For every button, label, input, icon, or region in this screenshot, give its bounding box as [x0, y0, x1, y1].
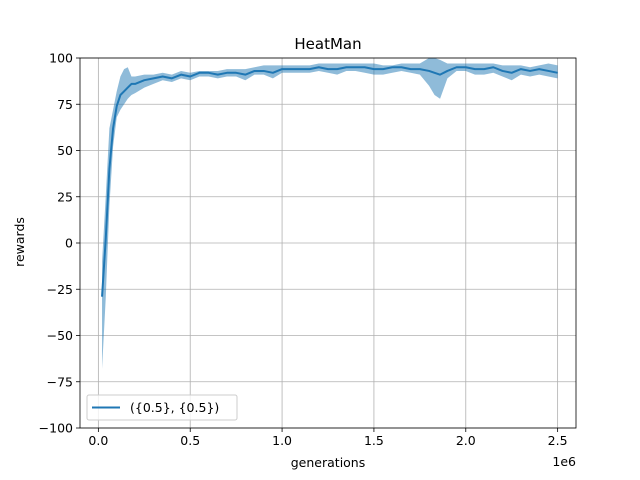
- legend: ({0.5}, {0.5}): [86, 394, 238, 421]
- y-tick-label: 100: [49, 51, 73, 66]
- x-tick-label: 0.5: [180, 433, 200, 448]
- series-line: [101, 66, 558, 297]
- x-tick-label: 1.5: [364, 433, 384, 448]
- y-tick-label: 50: [57, 143, 73, 158]
- y-tick-label: 75: [57, 97, 73, 112]
- y-tick-label: −50: [47, 328, 73, 343]
- y-tick-label: −75: [47, 374, 73, 389]
- y-tick-label: 25: [57, 189, 73, 204]
- y-axis-label: rewards: [12, 217, 27, 267]
- x-axis-offset-label: 1e6: [552, 454, 576, 469]
- y-tick-label: −25: [47, 282, 73, 297]
- chart-title: HeatMan: [294, 35, 361, 53]
- x-tick-label: 1.0: [272, 433, 292, 448]
- series-line-layer: [101, 66, 558, 297]
- y-tick-label: −100: [39, 421, 73, 436]
- x-axis-label: generations: [291, 455, 366, 470]
- x-axis-ticks: 0.0 0.5 1.0 1.5 2.0 2.5: [88, 428, 568, 448]
- y-tick-label: 0: [65, 236, 73, 251]
- y-axis-ticks: −100 −75 −50 −25 0 25 50 75 100: [39, 51, 80, 436]
- legend-entry-label: ({0.5}, {0.5}): [130, 400, 219, 415]
- x-tick-label: 2.0: [456, 433, 476, 448]
- x-tick-label: 2.5: [548, 433, 568, 448]
- legend-box: [86, 394, 238, 421]
- x-tick-label: 0.0: [88, 433, 108, 448]
